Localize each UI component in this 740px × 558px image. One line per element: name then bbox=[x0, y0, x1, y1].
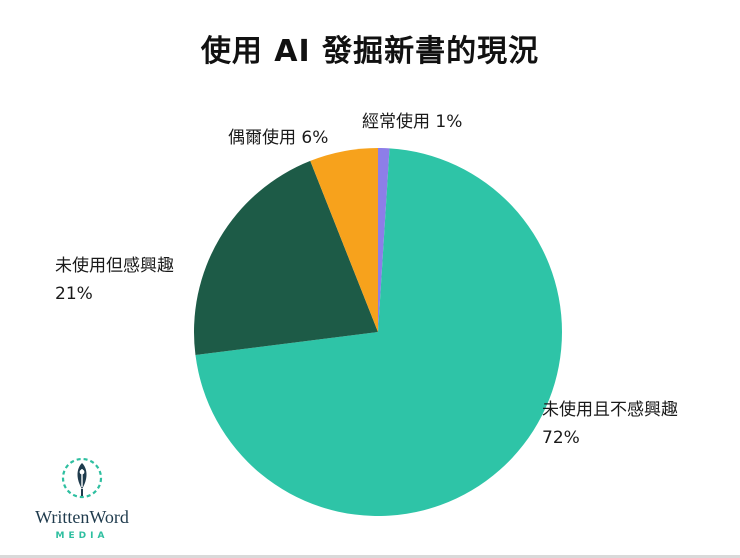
pie-label-not-interested-text: 未使用且不感興趣 bbox=[542, 400, 678, 420]
written-word-media-logo: WrittenWord MEDIA bbox=[18, 455, 146, 541]
pie-label-not-interested: 未使用且不感興趣 72% bbox=[542, 396, 678, 452]
pie-label-interested: 未使用但感興趣 21% bbox=[55, 252, 174, 308]
page-title: 使用 AI 發掘新書的現況 bbox=[200, 34, 540, 69]
pie-slice-2 bbox=[193, 160, 378, 356]
logo-brand-text: WrittenWord bbox=[35, 507, 129, 527]
pie-slice-1 bbox=[195, 148, 562, 516]
logo-tagline-text: MEDIA bbox=[55, 531, 109, 541]
pie-slice-0 bbox=[378, 148, 390, 332]
pie-chart-svg bbox=[193, 148, 562, 516]
pie-label-not-interested-pct: 72% bbox=[542, 428, 580, 448]
pie-label-occasional: 偶爾使用 6% bbox=[228, 128, 329, 148]
pie-chart bbox=[192, 146, 564, 518]
logo-emblem-icon bbox=[61, 457, 103, 499]
pie-slice-3 bbox=[310, 148, 378, 332]
pie-label-interested-pct: 21% bbox=[55, 284, 93, 304]
pie-label-interested-text: 未使用但感興趣 bbox=[55, 256, 174, 276]
pie-label-often: 經常使用 1% bbox=[362, 112, 463, 132]
